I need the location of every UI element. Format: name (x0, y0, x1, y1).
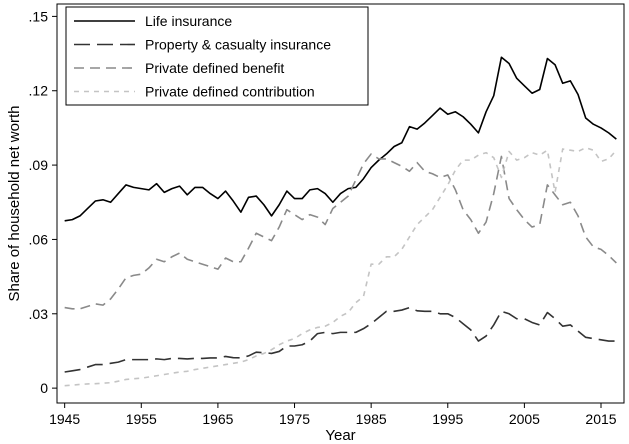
legend-label-1: Life insurance (145, 13, 232, 29)
x-tick-label: 2015 (585, 411, 616, 427)
legend-box (65, 6, 369, 106)
x-tick-label: 2005 (509, 411, 540, 427)
series-line-4 (64, 146, 617, 387)
series-line-2 (64, 306, 617, 373)
y-tick-label: .06 (29, 231, 49, 247)
legend: Life insurance Property & casualty insura… (65, 6, 369, 106)
x-tick-label: 1955 (126, 411, 157, 427)
y-tick-label: 0 (40, 380, 48, 396)
plot-frame (56, 3, 625, 404)
y-tick-label: .15 (29, 8, 49, 24)
legend-label-4: Private defined contribution (145, 84, 315, 100)
series-line-3 (64, 153, 617, 310)
series-line-1 (64, 56, 617, 222)
x-tick-label: 1965 (202, 411, 233, 427)
y-tick-label: .12 (29, 83, 49, 99)
axes-group: 1945 1955 1965 1975 1985 1995 2005 2015 0 .03 .06.… (29, 3, 625, 427)
y-axis-title: Share of household net worth (6, 106, 23, 302)
y-tick-label: .03 (29, 306, 49, 322)
series-group (64, 56, 617, 387)
legend-label-3: Private defined benefit (145, 60, 284, 76)
y-tick-label: .09 (29, 157, 49, 173)
x-tick-label: 1985 (356, 411, 387, 427)
x-axis-title: Year (325, 427, 355, 444)
x-tick-label: 1995 (432, 411, 463, 427)
legend-label-2: Property & casualty insurance (145, 37, 331, 53)
x-tick-label: 1975 (279, 411, 310, 427)
x-tick-label: 1945 (49, 411, 80, 427)
